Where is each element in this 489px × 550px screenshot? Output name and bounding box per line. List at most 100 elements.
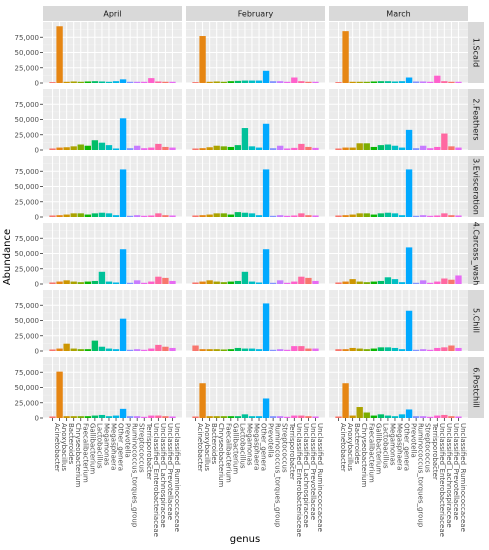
x-tick-label: Ruminococcus_torques_group <box>274 423 282 528</box>
column-strip-bg <box>43 6 182 21</box>
bar <box>134 81 141 83</box>
bar <box>391 416 399 418</box>
y-tick-label: 0 <box>35 80 39 88</box>
x-tick-label: Acinetobacter <box>196 423 204 472</box>
bar <box>269 148 277 150</box>
bar <box>148 78 155 83</box>
bar <box>377 347 385 351</box>
bar <box>98 414 106 418</box>
bar <box>455 347 462 351</box>
bar <box>192 345 199 351</box>
bar <box>49 215 56 217</box>
bar <box>105 281 113 284</box>
x-tick-label: Unclassified_Lachnospiraceae <box>445 423 453 528</box>
bar <box>63 214 70 217</box>
bar <box>342 147 349 150</box>
bar <box>335 148 342 150</box>
x-tick-label: Unclassified_Enterobacteriaceae <box>152 423 160 537</box>
bar <box>298 213 305 217</box>
x-tick-label: Unclassified_Lachnospiraceae <box>159 423 167 528</box>
bar <box>63 81 70 83</box>
bar <box>162 277 169 284</box>
bar <box>391 81 399 83</box>
x-tick-label: Megasphaera <box>395 423 403 470</box>
bar <box>255 416 263 418</box>
bar <box>70 348 77 351</box>
bar <box>206 349 213 351</box>
bar <box>405 409 413 418</box>
x-tick-label: Unclassified_Ruminococcaceae <box>459 423 467 532</box>
bar <box>312 280 319 284</box>
y-tick-label: 0 <box>35 348 39 356</box>
bar <box>148 415 155 418</box>
bar <box>70 416 77 418</box>
bar <box>441 81 448 83</box>
bar <box>427 81 434 83</box>
bar <box>241 128 249 150</box>
row-strip-label: 6.Postchill <box>472 367 481 408</box>
bar <box>206 416 213 418</box>
bar <box>284 81 291 83</box>
facet-panel <box>186 290 325 352</box>
bar <box>206 147 213 150</box>
x-tick-label: Bacteroides <box>210 423 218 465</box>
bar <box>155 81 162 83</box>
x-tick-label: Streptococcus <box>281 423 289 473</box>
row-strip-bg <box>468 357 484 418</box>
bar <box>384 277 392 284</box>
bar <box>126 148 134 150</box>
bar <box>349 279 356 284</box>
bar <box>391 347 399 351</box>
bar <box>370 214 377 217</box>
bar <box>405 129 413 150</box>
bar <box>91 280 99 284</box>
bar <box>255 80 263 83</box>
bar <box>199 349 206 351</box>
bar <box>356 81 363 83</box>
bar <box>384 212 392 217</box>
y-tick-label: 50,000 <box>15 384 40 392</box>
bar <box>398 414 406 418</box>
bar <box>262 398 270 418</box>
bar <box>434 347 441 351</box>
bar <box>169 280 176 284</box>
x-tick-label: Other_genera <box>117 423 125 471</box>
bar <box>206 214 213 217</box>
bar <box>342 31 349 83</box>
y-tick-label: 0 <box>35 415 39 423</box>
bar <box>112 349 120 351</box>
bar <box>434 415 441 418</box>
bar <box>298 276 305 284</box>
x-axes: Acinetobacter Anoxybacillus Bacteroides Chr… <box>52 418 467 537</box>
bar <box>448 81 455 83</box>
bar <box>305 81 312 83</box>
facet-panel <box>43 223 182 285</box>
x-tick-label: Bacteroides <box>67 423 75 465</box>
bar <box>398 282 406 284</box>
bar <box>234 145 242 150</box>
bar <box>284 349 291 351</box>
bar <box>342 349 349 351</box>
bar <box>77 144 84 150</box>
bar <box>248 281 256 284</box>
bar <box>126 416 134 418</box>
bar <box>126 282 134 284</box>
bar <box>77 213 84 217</box>
bar <box>441 278 448 284</box>
facet-panel <box>329 89 468 151</box>
x-tick-label: Ruminococcus_torques_group <box>131 423 139 528</box>
bar <box>269 81 277 83</box>
bar <box>291 147 298 150</box>
facet-panel <box>43 22 182 84</box>
bar <box>155 213 162 217</box>
x-tick-label: Chryseobacterium <box>74 423 82 487</box>
bar <box>220 416 227 418</box>
bar <box>277 349 284 351</box>
bar <box>162 346 169 351</box>
bar <box>105 416 113 418</box>
bar <box>420 349 427 351</box>
bar <box>206 280 213 284</box>
bar <box>91 140 99 150</box>
bar <box>377 280 385 284</box>
bar <box>199 281 206 284</box>
